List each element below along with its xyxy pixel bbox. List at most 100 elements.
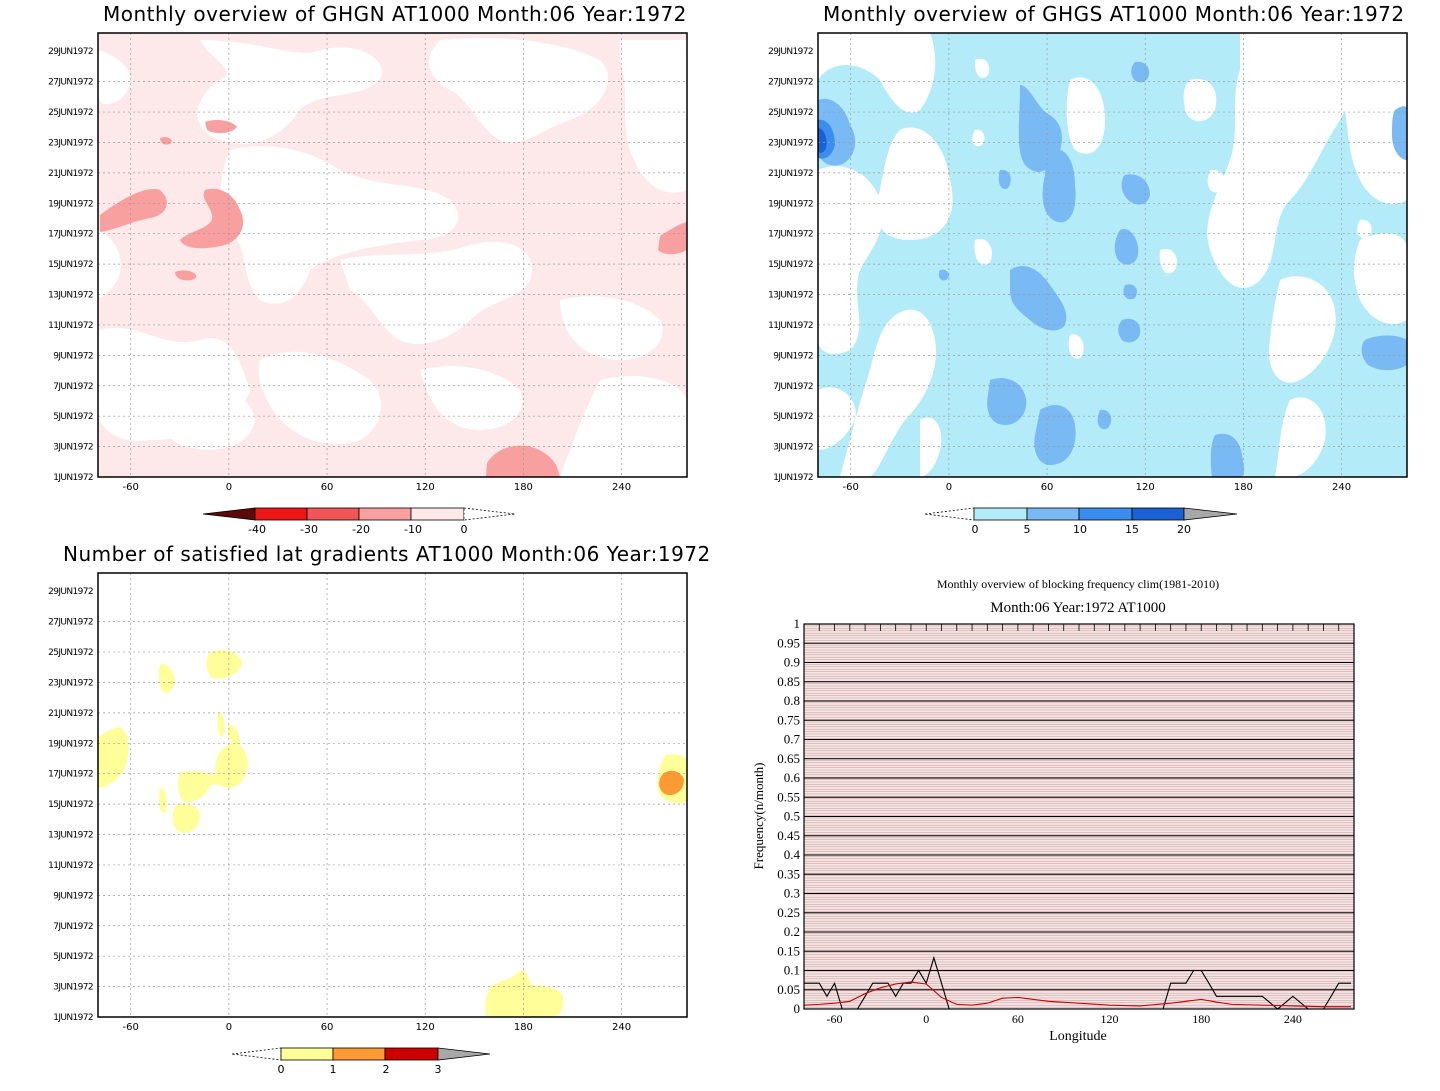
date-tick-label: 15JUN1972	[48, 800, 93, 810]
freq-xtick-label: 180	[1192, 1012, 1210, 1026]
ghgs-title: Monthly overview of GHGS AT1000 Month:06…	[823, 2, 1405, 26]
freq-ytick-label: 0.25	[777, 905, 800, 920]
date-tick-label: 9JUN1972	[53, 351, 93, 361]
lon-tick-label: 180	[1234, 482, 1253, 493]
freq-ytick-label: 0.65	[777, 751, 800, 766]
date-tick-label: 27JUN1972	[48, 78, 93, 88]
lon-tick-label: 120	[416, 482, 435, 493]
lon-tick-label: 120	[416, 1022, 435, 1033]
lon-tick-label: 0	[226, 482, 232, 493]
date-tick-label: 11JUN1972	[48, 861, 93, 871]
lat-cb-label: 2	[383, 1063, 390, 1076]
date-tick-label: 13JUN1972	[768, 291, 813, 301]
ghgs-cb-label: 0	[972, 523, 979, 536]
date-tick-label: 29JUN1972	[48, 587, 93, 597]
lon-tick-label: -60	[123, 1022, 139, 1033]
date-tick-label: 27JUN1972	[48, 618, 93, 628]
date-tick-label: 11JUN1972	[48, 321, 93, 331]
date-tick-label: 17JUN1972	[48, 230, 93, 240]
date-tick-label: 15JUN1972	[768, 260, 813, 270]
freq-title: Monthly overview of blocking frequency c…	[937, 577, 1219, 591]
date-tick-label: 15JUN1972	[48, 260, 93, 270]
lon-tick-label: 60	[321, 482, 334, 493]
date-tick-label: 7JUN1972	[53, 382, 93, 392]
ghgn-cb-label: -40	[248, 523, 266, 536]
date-tick-label: 5JUN1972	[53, 952, 93, 962]
freq-xtick-label: 240	[1284, 1012, 1302, 1026]
freq-ytick-label: 0.1	[784, 963, 800, 978]
date-tick-label: 27JUN1972	[768, 78, 813, 88]
ghgs-cb-label: 15	[1125, 523, 1139, 536]
date-tick-label: 19JUN1972	[48, 199, 93, 209]
date-tick-label: 21JUN1972	[48, 709, 93, 719]
lat-colorbar: 0 1 2 3	[231, 1047, 491, 1076]
lon-tick-label: -60	[123, 482, 139, 493]
freq-ytick-label: 0.15	[777, 943, 800, 958]
date-tick-label: 1JUN1972	[53, 473, 93, 483]
ghgs-colorbar: 0 5 10 15 20	[924, 507, 1238, 536]
date-tick-label: 3JUN1972	[773, 443, 813, 453]
lat-cb-label: 0	[278, 1063, 285, 1076]
freq-ytick-label: 0.8	[784, 693, 800, 708]
date-tick-label: 23JUN1972	[48, 138, 93, 148]
lon-tick-label: 180	[514, 482, 533, 493]
lon-tick-label: 0	[226, 1022, 232, 1033]
freq-ytick-label: 0.35	[777, 866, 800, 881]
date-tick-label: 1JUN1972	[53, 1013, 93, 1023]
ghgs-cb-label: 20	[1177, 523, 1191, 536]
lat-title: Number of satisfied lat gradients AT1000…	[63, 542, 711, 566]
date-tick-label: 25JUN1972	[48, 648, 93, 658]
date-tick-label: 17JUN1972	[768, 230, 813, 240]
date-tick-label: 11JUN1972	[768, 321, 813, 331]
ghgn-cb-label: -30	[300, 523, 318, 536]
lon-tick-label: 240	[612, 1022, 631, 1033]
lon-tick-label: 60	[1041, 482, 1054, 493]
lat-map: 29JUN197227JUN197225JUN197223JUN197221JU…	[48, 572, 688, 1076]
date-tick-label: 25JUN1972	[48, 108, 93, 118]
freq-ylabel: Frequency(n/month)	[751, 763, 766, 870]
freq-ytick-label: 0.4	[784, 847, 801, 862]
date-tick-label: 25JUN1972	[768, 108, 813, 118]
date-tick-label: 19JUN1972	[48, 739, 93, 749]
date-tick-label: 7JUN1972	[53, 922, 93, 932]
ghgn-cb-label: -10	[404, 523, 422, 536]
ghgs-map: 29JUN1972 27JUN1972 25JUN1972 23JUN1972 21JU…	[768, 32, 1408, 536]
freq-ytick-label: 0.95	[777, 635, 800, 650]
freq-ytick-label: 0.75	[777, 712, 800, 727]
date-tick-label: 23JUN1972	[768, 138, 813, 148]
freq-ytick-label: 0.55	[777, 789, 800, 804]
ghgn-title: Monthly overview of GHGN AT1000 Month:06…	[103, 2, 687, 26]
freq-ytick-label: 0.3	[784, 886, 800, 901]
date-tick-label: 17JUN1972	[48, 770, 93, 780]
freq-series-line-1	[803, 981, 1351, 1008]
date-tick-label: 9JUN1972	[53, 891, 93, 901]
freq-ytick-label: 0.5	[784, 809, 800, 824]
date-tick-label: 5JUN1972	[773, 412, 813, 422]
date-tick-label: 13JUN1972	[48, 831, 93, 841]
freq-xtick-label: -60	[827, 1012, 843, 1026]
freq-ytick-label: 0.05	[777, 982, 800, 997]
freq-ytick-label: 0.2	[784, 924, 800, 939]
ghgn-cb-label: -20	[352, 523, 370, 536]
date-tick-label: 1JUN1972	[773, 473, 813, 483]
date-tick-label: 3JUN1972	[53, 443, 93, 453]
freq-ytick-label: 0.6	[784, 770, 801, 785]
freq-ytick-label: 0.85	[777, 674, 800, 689]
freq-ytick-label: 0.7	[784, 732, 801, 747]
lon-tick-label: -60	[843, 482, 859, 493]
date-tick-label: 21JUN1972	[48, 169, 93, 179]
lon-tick-label: 240	[612, 482, 631, 493]
date-tick-label: 9JUN1972	[773, 351, 813, 361]
date-tick-label: 19JUN1972	[768, 199, 813, 209]
date-tick-label: 21JUN1972	[768, 169, 813, 179]
lon-tick-label: 60	[321, 1022, 334, 1033]
lon-tick-label: 120	[1136, 482, 1155, 493]
freq-ytick-label: 0.45	[777, 828, 800, 843]
lat-cb-label: 3	[435, 1063, 442, 1076]
date-tick-label: 13JUN1972	[48, 291, 93, 301]
freq-ytick-label: 1	[794, 616, 801, 631]
lon-tick-label: 240	[1332, 482, 1351, 493]
date-tick-label: 29JUN1972	[48, 47, 93, 57]
freq-chart: Monthly overview of blocking frequency c…	[751, 577, 1355, 1044]
ghgn-colorbar: -40 -30 -20 -10 0	[202, 507, 516, 536]
